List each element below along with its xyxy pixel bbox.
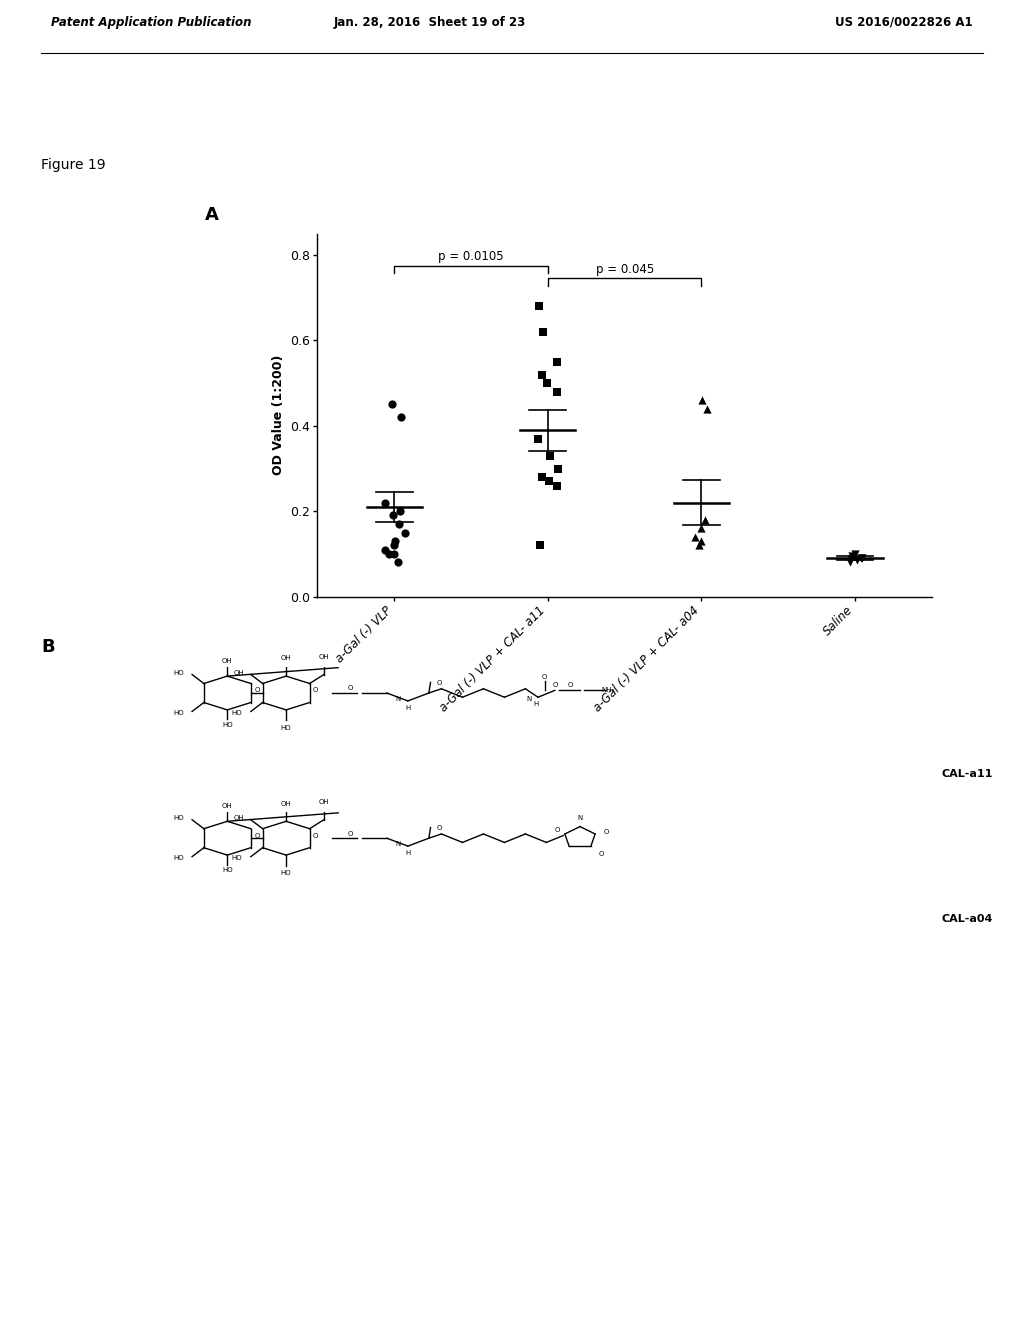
Text: O: O — [567, 681, 572, 688]
Point — [531, 535, 548, 556]
Text: OH: OH — [233, 816, 244, 821]
Point — [843, 549, 859, 570]
Text: OH: OH — [318, 800, 329, 805]
Text: US 2016/0022826 A1: US 2016/0022826 A1 — [836, 16, 973, 29]
Text: OH: OH — [233, 671, 244, 676]
Text: O: O — [254, 833, 259, 838]
Point — [381, 544, 397, 565]
Point — [377, 492, 393, 513]
Text: H: H — [406, 705, 411, 710]
Point — [387, 531, 403, 552]
Text: HO: HO — [173, 710, 183, 715]
Text: HO: HO — [173, 816, 183, 821]
Point — [534, 364, 550, 385]
Point — [392, 407, 409, 428]
Text: Jan. 28, 2016  Sheet 19 of 23: Jan. 28, 2016 Sheet 19 of 23 — [334, 16, 526, 29]
Point — [542, 445, 558, 466]
Text: O: O — [313, 688, 318, 693]
Point — [697, 510, 714, 531]
Text: O: O — [436, 825, 441, 832]
Text: N: N — [395, 841, 400, 847]
Text: OH: OH — [281, 800, 292, 807]
Text: Figure 19: Figure 19 — [41, 158, 105, 172]
Text: B: B — [41, 638, 54, 656]
Text: N: N — [526, 696, 531, 702]
Point — [849, 549, 865, 570]
Point — [377, 539, 393, 560]
Text: O: O — [348, 830, 353, 837]
Point — [536, 321, 552, 342]
Point — [842, 550, 858, 572]
Point — [687, 527, 703, 548]
Y-axis label: OD Value (1:200): OD Value (1:200) — [272, 355, 285, 475]
Point — [529, 428, 546, 449]
Text: HO: HO — [173, 671, 183, 676]
Point — [534, 466, 550, 487]
Point — [693, 389, 710, 411]
Text: Patent Application Publication: Patent Application Publication — [51, 16, 252, 29]
Point — [390, 552, 407, 573]
Text: O: O — [555, 826, 560, 833]
Point — [386, 535, 402, 556]
Text: OH: OH — [281, 655, 292, 661]
Point — [383, 393, 399, 414]
Point — [847, 544, 863, 565]
Point — [549, 351, 565, 372]
Text: OH: OH — [222, 803, 232, 809]
Text: N: N — [395, 696, 400, 702]
Text: HO: HO — [281, 725, 292, 731]
Text: H: H — [534, 701, 539, 708]
Text: H: H — [406, 850, 411, 855]
Text: O: O — [348, 685, 353, 692]
Point — [854, 548, 870, 569]
Point — [391, 513, 408, 535]
Text: OH: OH — [222, 657, 232, 664]
Point — [853, 548, 869, 569]
Text: O: O — [598, 851, 604, 858]
Point — [530, 296, 547, 317]
Text: O: O — [436, 680, 441, 686]
Text: O: O — [313, 833, 318, 838]
Point — [844, 545, 860, 566]
Point — [539, 372, 555, 393]
Text: O: O — [603, 829, 609, 834]
Point — [541, 471, 557, 492]
Text: p = 0.045: p = 0.045 — [596, 263, 653, 276]
Point — [396, 521, 413, 543]
Text: O: O — [254, 688, 259, 693]
Text: A: A — [205, 206, 219, 223]
Text: HO: HO — [281, 870, 292, 876]
Point — [549, 381, 565, 403]
Point — [392, 500, 409, 521]
Text: OH: OH — [318, 655, 329, 660]
Text: O: O — [553, 681, 558, 688]
Text: O: O — [542, 673, 548, 680]
Text: N: N — [578, 816, 583, 821]
Point — [386, 544, 402, 565]
Text: p = 0.0105: p = 0.0105 — [438, 249, 504, 263]
Text: HO: HO — [231, 710, 243, 715]
Text: HO: HO — [222, 722, 232, 729]
Point — [385, 506, 401, 527]
Point — [549, 475, 565, 496]
Point — [549, 458, 565, 479]
Point — [693, 531, 710, 552]
Point — [692, 517, 709, 539]
Text: NH₂: NH₂ — [601, 688, 614, 693]
Text: HO: HO — [231, 855, 243, 861]
Text: CAL-a04: CAL-a04 — [941, 913, 992, 924]
Text: HO: HO — [222, 867, 232, 874]
Point — [698, 399, 715, 420]
Text: HO: HO — [173, 855, 183, 861]
Text: CAL-a11: CAL-a11 — [941, 768, 992, 779]
Point — [690, 535, 707, 556]
